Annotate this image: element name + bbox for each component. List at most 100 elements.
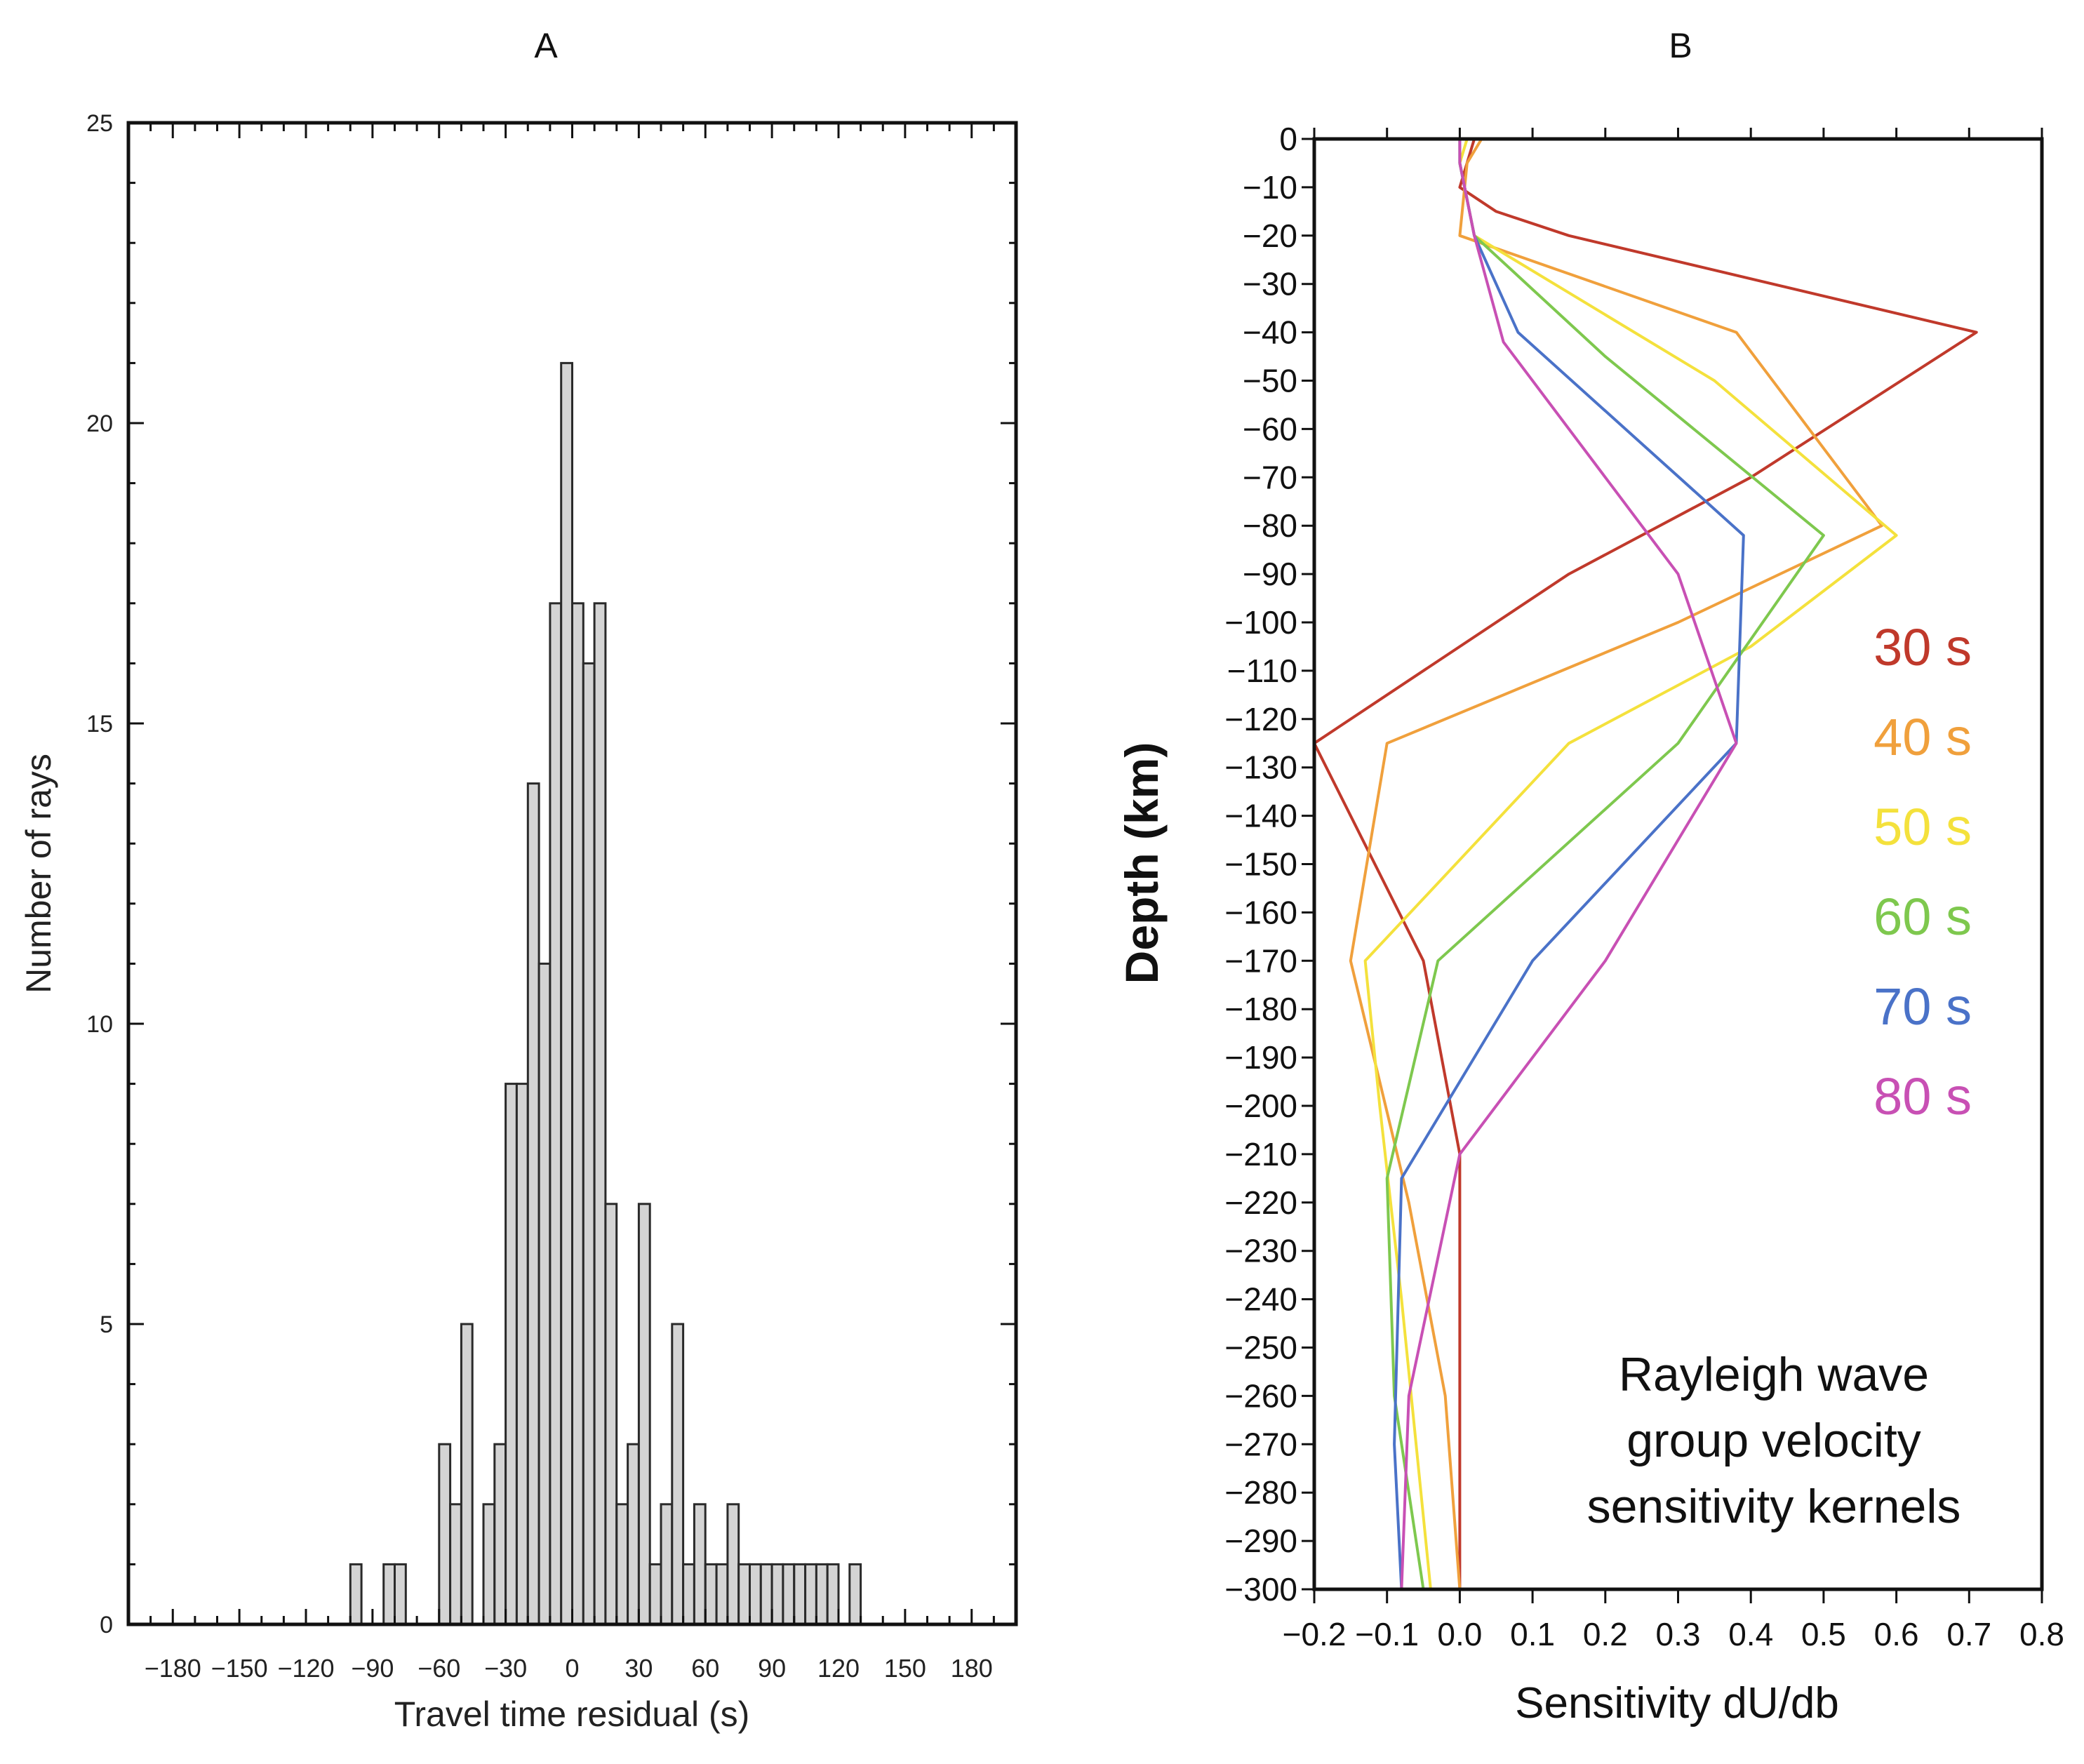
x-tick-label: 30 xyxy=(624,1654,653,1683)
histogram-bar xyxy=(382,1563,396,1626)
rayleigh-annotation: Rayleigh wave group velocity sensitivity k… xyxy=(1587,1348,1961,1533)
histogram-bar xyxy=(737,1563,751,1626)
x-tick-label: 0.4 xyxy=(1728,1616,1773,1652)
y-tick-label: −260 xyxy=(1224,1377,1297,1414)
panel-a-x-axis-label: Travel time residual (s) xyxy=(394,1695,750,1734)
annotation-line: Rayleigh wave xyxy=(1619,1348,1929,1401)
histogram-bar xyxy=(671,1323,685,1626)
histogram-bar xyxy=(782,1563,796,1626)
y-tick-label: −180 xyxy=(1224,991,1297,1027)
histogram-bar xyxy=(627,1443,640,1626)
y-tick-label: 0 xyxy=(100,1612,113,1638)
x-tick-label: 0.0 xyxy=(1437,1616,1482,1652)
period-legend: 30 s 40 s 50 s 60 s 70 s 80 s xyxy=(1873,618,1972,1125)
kernel-line-80s xyxy=(1400,139,1738,1590)
x-tick-label: 0 xyxy=(565,1654,579,1683)
x-tick-label: 0.1 xyxy=(1510,1616,1555,1652)
y-tick-label: 20 xyxy=(86,410,113,437)
y-tick-label: −20 xyxy=(1243,218,1297,254)
kernel-lines xyxy=(1313,138,1978,1590)
histogram-bar xyxy=(715,1563,729,1626)
x-tick-label: 0.2 xyxy=(1583,1616,1628,1652)
x-tick-label: 0.8 xyxy=(2019,1616,2064,1652)
panel-a-histogram: A −180 −150 −120 −90 −60 −30 0 30 60 90 120 150 180 0… xyxy=(19,26,1018,1734)
histogram-bar xyxy=(637,1203,651,1626)
x-tick-label: −30 xyxy=(484,1654,527,1683)
annotation-line: sensitivity kernels xyxy=(1587,1480,1961,1533)
x-tick-label: −0.1 xyxy=(1355,1616,1419,1652)
histogram-bar xyxy=(804,1563,817,1626)
y-tick-label: −50 xyxy=(1243,363,1297,399)
annotation-line: group velocity xyxy=(1627,1414,1921,1467)
histogram-bar xyxy=(537,962,552,1626)
y-tick-label: −40 xyxy=(1243,314,1297,351)
histogram-bar xyxy=(482,1503,496,1626)
y-tick-label: 0 xyxy=(1279,121,1297,157)
y-tick-label: −220 xyxy=(1224,1184,1297,1221)
x-tick-label: −0.2 xyxy=(1283,1616,1347,1652)
legend-entry-80s: 80 s xyxy=(1873,1067,1972,1125)
y-tick-label: −60 xyxy=(1243,410,1297,447)
y-tick-label: 10 xyxy=(86,1011,113,1038)
y-tick-label: −160 xyxy=(1224,894,1297,930)
legend-entry-40s: 40 s xyxy=(1873,708,1972,766)
histogram-bar xyxy=(571,602,585,1626)
histogram-bar xyxy=(749,1563,762,1626)
histogram-bar xyxy=(449,1503,462,1626)
histogram-bar xyxy=(460,1323,474,1626)
y-tick-label: −210 xyxy=(1224,1136,1297,1172)
y-tick-label: −190 xyxy=(1224,1039,1297,1076)
legend-entry-60s: 60 s xyxy=(1873,888,1972,946)
panel-a-label: A xyxy=(534,26,558,65)
x-tick-label: −90 xyxy=(351,1654,394,1683)
x-tick-label: 0.5 xyxy=(1801,1616,1846,1652)
y-tick-label: −70 xyxy=(1243,459,1297,495)
panel-b-axes: −0.2 −0.1 0.0 0.1 0.2 0.3 0.4 0.5 0.6 0.7 0.8 0 −10 −… xyxy=(1224,121,2064,1652)
y-tick-label: 25 xyxy=(86,110,113,137)
x-tick-label: −180 xyxy=(145,1654,201,1683)
x-tick-label: 90 xyxy=(758,1654,786,1683)
histogram-bar xyxy=(648,1563,662,1626)
x-tick-label: 150 xyxy=(884,1654,926,1683)
histogram-bar xyxy=(660,1503,674,1626)
y-tick-label: −200 xyxy=(1224,1088,1297,1124)
x-tick-label: 60 xyxy=(691,1654,719,1683)
histogram-bar xyxy=(438,1443,452,1626)
histogram-bar xyxy=(815,1563,829,1626)
histogram-bar xyxy=(505,1083,518,1626)
x-tick-label: 120 xyxy=(817,1654,860,1683)
x-tick-label: −120 xyxy=(277,1654,334,1683)
y-tick-label: −230 xyxy=(1224,1233,1297,1269)
y-tick-label: −130 xyxy=(1224,749,1297,786)
y-tick-label: −30 xyxy=(1243,266,1297,302)
panel-b-y-axis-label: Depth (km) xyxy=(1116,742,1168,984)
histogram-bar xyxy=(593,602,607,1626)
legend-entry-30s: 30 s xyxy=(1873,618,1972,676)
panel-b-x-axis-label: Sensitivity dU/db xyxy=(1515,1679,1839,1728)
y-tick-label: −150 xyxy=(1224,846,1297,883)
y-tick-label: −100 xyxy=(1224,604,1297,641)
legend-entry-50s: 50 s xyxy=(1873,798,1972,856)
histogram-bar xyxy=(826,1563,840,1626)
histogram-bar xyxy=(560,361,574,1626)
x-tick-label: 0.7 xyxy=(1946,1616,1991,1652)
y-tick-label: −120 xyxy=(1224,701,1297,737)
legend-entry-70s: 70 s xyxy=(1873,977,1972,1036)
histogram-bar xyxy=(526,782,540,1626)
histogram-bar xyxy=(848,1563,862,1626)
x-tick-label: 180 xyxy=(951,1654,993,1683)
x-tick-label: −150 xyxy=(211,1654,268,1683)
histogram-bar xyxy=(693,1503,707,1626)
histogram-bar xyxy=(515,1083,529,1626)
histogram-bar xyxy=(793,1563,807,1626)
histogram-bar xyxy=(704,1563,718,1626)
histogram-bar xyxy=(759,1563,773,1626)
y-tick-label: −280 xyxy=(1224,1474,1297,1511)
y-tick-label: −300 xyxy=(1224,1571,1297,1608)
y-tick-label: −80 xyxy=(1243,507,1297,544)
histogram-bar xyxy=(682,1563,695,1626)
histogram-bar xyxy=(604,1203,618,1626)
histogram-bar xyxy=(615,1503,629,1626)
